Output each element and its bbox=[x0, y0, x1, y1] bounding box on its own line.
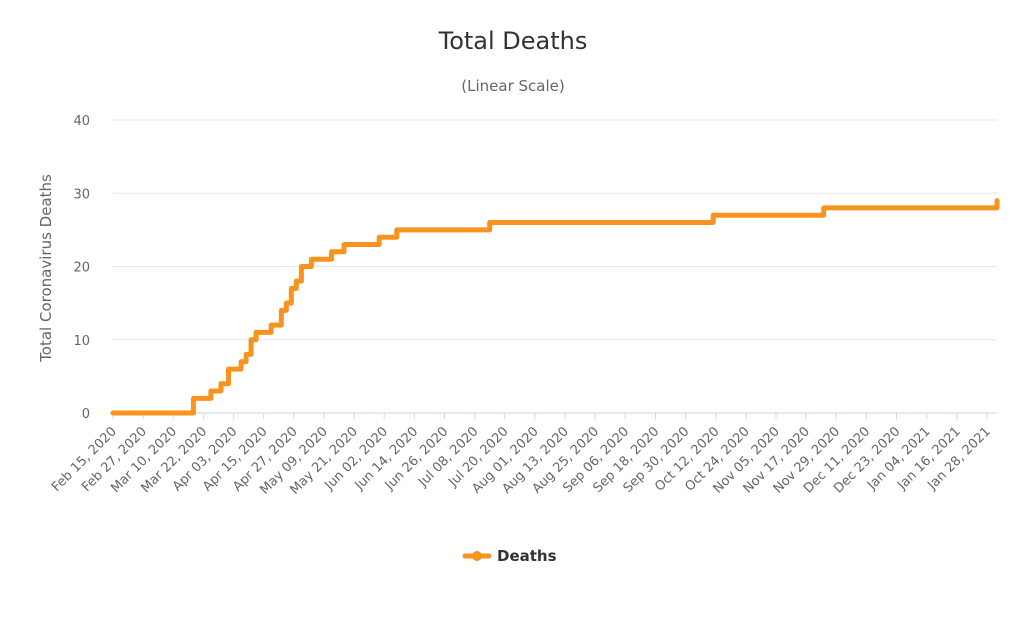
y-tick-label: 20 bbox=[73, 261, 90, 276]
y-axis-title: Total Coronavirus Deaths bbox=[37, 174, 55, 363]
y-tick-label: 40 bbox=[73, 114, 90, 129]
legend-label-deaths: Deaths bbox=[497, 547, 557, 565]
series-line-deaths[interactable] bbox=[110, 198, 1000, 416]
chart-title: Total Deaths bbox=[438, 27, 588, 55]
y-tick-label: 0 bbox=[82, 407, 90, 422]
y-tick-label: 30 bbox=[73, 187, 90, 202]
grid-lines bbox=[113, 119, 997, 414]
y-tick-label: 10 bbox=[73, 334, 90, 349]
legend[interactable]: Deaths bbox=[462, 547, 557, 565]
chart-subtitle: (Linear Scale) bbox=[461, 77, 564, 95]
legend-dot-marker bbox=[472, 551, 482, 561]
y-axis-ticks: 0 10 20 30 40 bbox=[73, 114, 90, 422]
series-group bbox=[110, 198, 1000, 416]
